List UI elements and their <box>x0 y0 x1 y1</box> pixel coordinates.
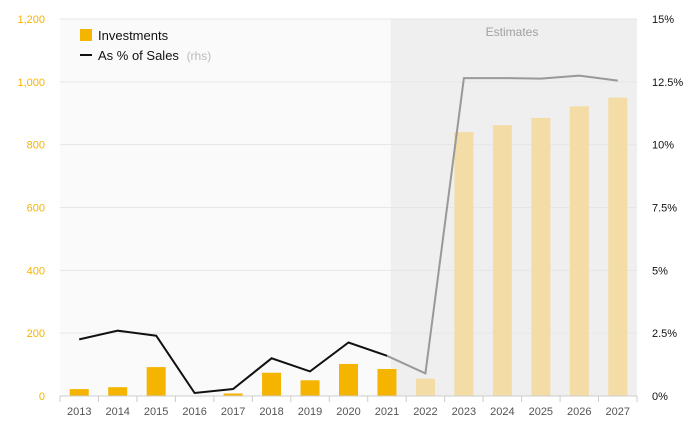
y-left-tick-label: 400 <box>27 265 45 277</box>
legend-label-investments: Investments <box>98 28 169 43</box>
bars <box>69 97 628 397</box>
bar-2022 <box>415 378 435 396</box>
x-tick-label: 2027 <box>606 406 630 418</box>
x-tick-label: 2020 <box>336 406 360 418</box>
x-tick-label: 2018 <box>259 406 283 418</box>
y-right-tick-label: 2.5% <box>652 328 677 340</box>
x-tick-label: 2024 <box>490 406 514 418</box>
bar-2013 <box>69 389 89 396</box>
legend-swatch-investments <box>80 29 92 41</box>
bar-2027 <box>608 97 628 397</box>
legend-label-rhs: (rhs) <box>187 49 212 63</box>
y-right-tick-label: 7.5% <box>652 203 677 215</box>
bar-2024 <box>492 125 512 397</box>
axes: 0 0% 200 2.5% 400 5% 600 7.5% 800 10% 1,000 12.5% 1,… <box>17 14 683 418</box>
y-left-tick-label: 200 <box>27 328 45 340</box>
x-tick-label: 2026 <box>567 406 591 418</box>
legend-label-sales-share: As % of Sales (rhs) <box>98 48 211 63</box>
x-tick-label: 2014 <box>105 406 129 418</box>
sales-share-line <box>78 74 618 395</box>
legend-label-sales-share-text: As % of Sales <box>98 48 179 63</box>
x-tick-label: 2017 <box>221 406 245 418</box>
x-tick-label: 2013 <box>67 406 91 418</box>
bar-2015 <box>146 367 166 396</box>
x-tick-label: 2025 <box>529 406 553 418</box>
x-tick-label: 2022 <box>413 406 437 418</box>
sales-share-line-actual <box>78 329 388 395</box>
x-tick-label: 2019 <box>298 406 322 418</box>
bar-2014 <box>108 387 128 396</box>
legend: Investments As % of Sales (rhs) <box>80 28 211 63</box>
bar-2018 <box>262 372 282 396</box>
bar-2021 <box>377 368 397 396</box>
y-right-tick-label: 15% <box>652 14 674 26</box>
bar-2020 <box>339 363 358 396</box>
y-right-tick-label: 0% <box>652 391 668 403</box>
bar-2019 <box>300 380 320 396</box>
y-left-tick-label: 1,000 <box>17 77 45 89</box>
x-tick-label: 2016 <box>182 406 206 418</box>
x-tick-label: 2023 <box>452 406 476 418</box>
x-tick-label: 2015 <box>144 406 168 418</box>
y-left-tick-label: 800 <box>27 140 45 152</box>
y-right-tick-label: 10% <box>652 140 674 152</box>
bar-2025 <box>531 117 551 397</box>
bar-2023 <box>454 132 474 396</box>
y-left-tick-label: 0 <box>39 391 45 403</box>
estimates-label: Estimates <box>486 25 539 39</box>
y-left-tick-label: 600 <box>27 203 45 215</box>
bar-2026 <box>569 106 589 397</box>
y-left-tick-label: 1,200 <box>17 14 45 26</box>
y-right-tick-label: 5% <box>652 265 668 277</box>
y-right-tick-label: 12.5% <box>652 77 683 89</box>
x-tick-label: 2021 <box>375 406 399 418</box>
bar-2017 <box>223 393 243 396</box>
sales-share-line-estimate <box>386 74 618 375</box>
